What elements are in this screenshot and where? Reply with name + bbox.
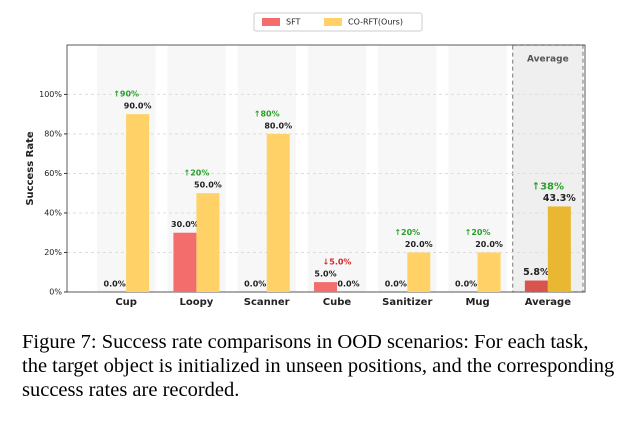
page: {"chart_data": {"type": "bar", "categori…	[22, 12, 615, 401]
y-tick-label: 60%	[44, 169, 62, 178]
bar	[407, 252, 431, 292]
annotation: ↑20%	[465, 228, 491, 237]
x-tick-label: Mug	[465, 297, 489, 308]
column-bg	[378, 45, 437, 292]
value-label: 80.0%	[264, 121, 292, 130]
bar	[477, 252, 501, 292]
annotation: ↑80%	[254, 109, 280, 118]
value-label: 5.8%	[523, 267, 550, 278]
value-label: 43.3%	[543, 193, 576, 204]
x-tick-label: Loopy	[180, 297, 214, 308]
value-label: 90.0%	[124, 102, 152, 111]
caption: Figure 7: Success rate comparisons in OO…	[22, 331, 615, 401]
value-label: 5.0%	[314, 270, 336, 279]
x-tick-label: Sanitizer	[382, 297, 432, 308]
bar	[524, 280, 548, 292]
value-label: 0.0%	[337, 280, 359, 289]
annotation: ↑38%	[532, 181, 564, 192]
annotation: ↑20%	[183, 169, 209, 178]
y-axis-label: Success Rate	[25, 131, 36, 206]
bar	[547, 206, 571, 292]
bar	[173, 232, 197, 292]
legend-swatch	[262, 18, 280, 26]
annotation: ↑90%	[113, 90, 139, 99]
x-tick-label: Average	[525, 297, 572, 308]
y-tick-label: 100%	[39, 90, 62, 99]
bar	[196, 193, 220, 292]
y-tick-label: 20%	[44, 248, 62, 257]
x-tick-label: Cup	[115, 297, 137, 308]
value-label: 50.0%	[194, 181, 222, 190]
bar	[126, 114, 150, 292]
column-bg	[448, 45, 507, 292]
y-tick-label: 40%	[44, 208, 62, 217]
legend-label: CO-RFT(Ours)	[348, 18, 403, 27]
value-label: 30.0%	[171, 220, 199, 229]
value-label: 0.0%	[385, 280, 407, 289]
value-label: 20.0%	[405, 240, 433, 249]
highlight-label: Average	[527, 55, 569, 65]
y-tick-label: 0%	[49, 288, 62, 297]
annotation: ↓5.0%	[323, 258, 352, 267]
annotation: ↑20%	[394, 228, 420, 237]
value-label: 20.0%	[475, 240, 503, 249]
value-label: 0.0%	[104, 280, 126, 289]
column-bg	[307, 45, 367, 292]
value-label: 0.0%	[244, 280, 266, 289]
x-tick-label: Cube	[323, 297, 352, 308]
bar	[266, 133, 290, 292]
value-label: 0.0%	[455, 280, 477, 289]
chart: Average 0% 20% 40% 60% 80% 100% Success Rate Cup…	[25, 12, 586, 308]
legend-swatch	[324, 18, 342, 26]
x-tick-label: Scanner	[244, 297, 290, 308]
legend-label: SFT	[286, 18, 301, 27]
y-tick-label: 80%	[44, 129, 62, 138]
bar	[314, 282, 337, 292]
